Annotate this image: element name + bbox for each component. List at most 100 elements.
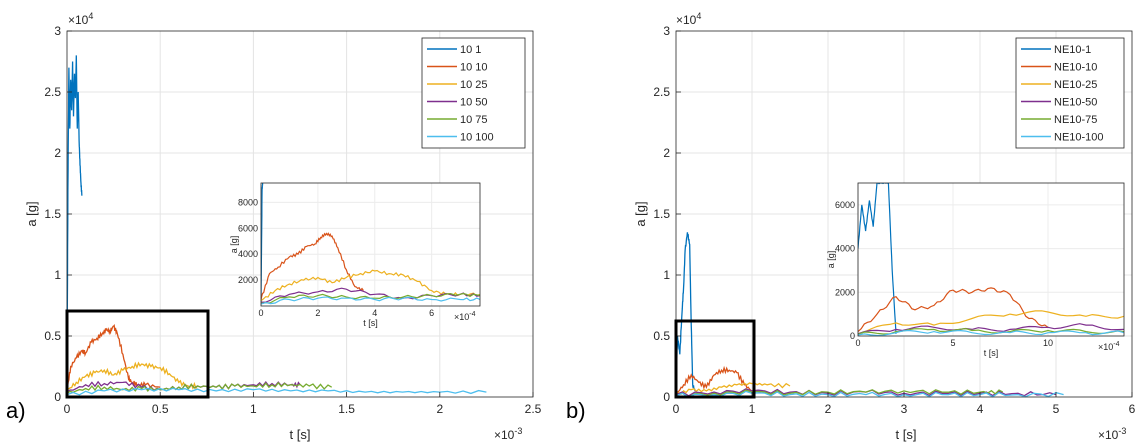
y-axis-label: a [g] [24, 201, 39, 226]
legend-entry: NE10-100 [1054, 132, 1104, 144]
inset-x-exponent-base: ×10 [454, 312, 469, 322]
inset-series-line-5 [261, 292, 480, 304]
y-tick-label: 0 [663, 390, 670, 404]
legend-box [1015, 37, 1125, 149]
inset-x-tick-label: 0 [258, 308, 263, 318]
panel-b: 0 1 2 3 4 5 6 0 0.5 1 1.5 2 2.5 3 t [s] a [g] ×104 ×1… [566, 11, 1136, 442]
inset-series-group [858, 183, 1124, 336]
inset-x-tick-label: 6 [429, 308, 434, 318]
legend-entry: NE10-1 [1054, 44, 1091, 56]
x-axis-label: t [s] [896, 427, 917, 442]
inset-y-tick-label: 4000 [238, 249, 258, 259]
inset-x-label: t [s] [984, 348, 999, 358]
series-line-5 [66, 381, 333, 394]
inset-x-tick-label: 0 [855, 338, 860, 348]
inset-area [261, 183, 480, 306]
inset: 0 5 10 0 2000 4000 6000 t [s] a [g] ×10-4 [826, 182, 1125, 358]
y-tick-label: 1.5 [653, 207, 670, 221]
legend-entry: NE10-75 [1054, 114, 1097, 126]
y-tick-label: 0.5 [44, 329, 61, 343]
series-line-5 [675, 389, 1004, 398]
y-tick-label: 3 [663, 24, 670, 38]
x-exponent: ×10-3 [1098, 426, 1126, 442]
inset-x-tick-label: 5 [950, 338, 955, 348]
y-tick-label: 2.5 [44, 85, 61, 99]
inset: 0 2 4 6 2000 4000 6000 8000 t [s] a [g] ×10-4 [229, 182, 481, 328]
inset-series-line-2 [261, 232, 364, 300]
y-axis-label: a [g] [633, 201, 648, 226]
series-line-3 [66, 361, 199, 392]
tick-labels: 0 1 2 3 4 5 6 0 0.5 1 1.5 2 2.5 3 [653, 24, 1135, 416]
y-exponent: ×104 [676, 11, 701, 27]
inset-x-exponent: ×10-4 [1098, 341, 1120, 352]
inset-series-line-4 [261, 287, 480, 303]
panel-a: 0 0.5 1 1.5 2 2.5 0 0.5 1 1.5 2 2.5 3 t [s] a [g] ×1… [6, 11, 542, 442]
inset-x-exponent-base: ×10 [1098, 342, 1113, 352]
inset-x-tick-label: 10 [1043, 338, 1053, 348]
x-tick-label: 2 [436, 402, 443, 416]
y-tick-label: 0.5 [653, 329, 670, 343]
inset-series-line-1 [858, 183, 897, 334]
x-tick-label: 0.5 [152, 402, 169, 416]
x-tick-label: 4 [977, 402, 984, 416]
inset-x-exponent-power: -4 [1113, 341, 1119, 348]
x-tick-label: 5 [1053, 402, 1060, 416]
inset-x-tick-label: 4 [372, 308, 377, 318]
inset-y-tick-label: 8000 [238, 197, 258, 207]
y-tick-label: 1 [54, 268, 61, 282]
inset-y-label: a [g] [826, 251, 836, 269]
x-tick-label: 6 [1129, 402, 1136, 416]
x-tick-label: 2.5 [525, 402, 542, 416]
inset-area [858, 183, 1124, 336]
legend: NE10-1 NE10-10 NE10-25 NE10-50 NE10-75 NE10-1… [1015, 37, 1125, 149]
legend-box [421, 37, 526, 149]
series-line-6 [66, 387, 487, 396]
y-tick-label: 1.5 [44, 207, 61, 221]
series-line-3 [675, 382, 791, 396]
tick-labels: 0 0.5 1 1.5 2 2.5 0 0.5 1 1.5 2 2.5 3 [44, 24, 541, 416]
inset-x-exponent: ×10-4 [454, 311, 476, 322]
y-tick-label: 2.5 [653, 85, 670, 99]
legend-entry: 10 10 [460, 62, 488, 74]
inset-y-tick-label: 0 [850, 331, 855, 341]
inset-box [260, 182, 481, 307]
inset-y-tick-label: 4000 [835, 244, 855, 254]
series-line-1 [675, 232, 696, 392]
legend-entry: 10 25 [460, 79, 488, 91]
series-line-1 [66, 55, 83, 373]
y-exponent: ×104 [68, 11, 93, 27]
legend-entry: 10 75 [460, 114, 488, 126]
inset-x-tick-label: 2 [315, 308, 320, 318]
x-exponent: ×10-3 [494, 426, 522, 442]
inset-series-line-6 [261, 296, 480, 305]
x-tick-label: 3 [901, 402, 908, 416]
y-tick-label: 1 [663, 268, 670, 282]
x-tick-label: 1 [749, 402, 756, 416]
x-tick-label: 2 [825, 402, 832, 416]
legend-entry: NE10-25 [1054, 79, 1097, 91]
y-tick-label: 2 [54, 146, 61, 160]
inset-x-label: t [s] [363, 318, 378, 328]
inset-series-line-3 [261, 269, 480, 302]
x-tick-label: 0 [673, 402, 680, 416]
x-tick-label: 1.5 [338, 402, 355, 416]
inset-x-exponent-power: -4 [469, 311, 475, 318]
panel-label: b) [566, 398, 586, 423]
inset-y-tick-label: 2000 [238, 275, 258, 285]
panel-label: a) [6, 398, 26, 423]
series-group [66, 55, 487, 396]
highlight-box [674, 319, 756, 399]
y-tick-label: 3 [54, 24, 61, 38]
y-tick-label: 0 [54, 390, 61, 404]
inset-y-tick-label: 2000 [835, 287, 855, 297]
legend-entry: NE10-50 [1054, 97, 1097, 109]
legend-entry: 10 1 [460, 44, 481, 56]
legend-entry: NE10-10 [1054, 62, 1097, 74]
inset-box [857, 182, 1125, 337]
inset-y-tick-label: 6000 [835, 200, 855, 210]
y-tick-label: 2 [663, 146, 670, 160]
inset-series-line-3 [858, 310, 1124, 335]
highlight-box [65, 309, 210, 399]
inset-series-line-6 [858, 329, 1124, 336]
